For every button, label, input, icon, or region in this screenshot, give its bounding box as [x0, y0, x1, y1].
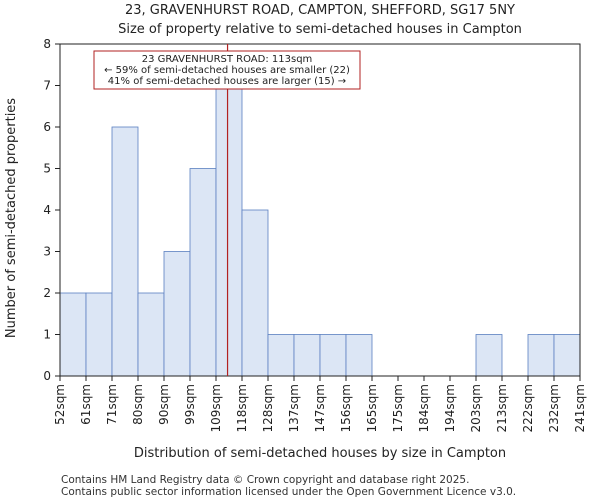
y-axis: 0 1 2 3 4 5 6 7 8	[43, 37, 60, 383]
y-tick-label: 5	[43, 162, 51, 176]
bar-80sqm	[137, 292, 165, 377]
bar-222sqm	[527, 334, 555, 377]
y-tick-label: 6	[43, 120, 51, 134]
bar-61sqm	[85, 292, 113, 377]
x-tick-label: 99sqm	[183, 384, 197, 425]
x-tick-label: 203sqm	[469, 384, 483, 432]
histogram-chart: 23, GRAVENHURST ROAD, CAMPTON, SHEFFORD,…	[4, 3, 587, 461]
footer-copyright: Contains HM Land Registry data © Crown c…	[61, 474, 470, 486]
bar-128sqm	[267, 334, 295, 377]
annotation-box	[93, 50, 361, 90]
bar-109sqm	[215, 85, 243, 377]
bar-118sqm	[241, 209, 269, 377]
axes-frame	[59, 43, 581, 377]
y-tick-label: 7	[43, 79, 51, 93]
x-tick-label: 118sqm	[235, 384, 249, 432]
x-tick-label: 165sqm	[365, 384, 379, 432]
x-tick-label: 241sqm	[573, 384, 587, 432]
x-tick-label: 213sqm	[495, 384, 509, 432]
x-tick-label: 222sqm	[521, 384, 535, 432]
y-tick-label: 3	[43, 245, 51, 259]
x-tick-label: 80sqm	[131, 384, 145, 425]
x-tick-label: 232sqm	[547, 384, 561, 432]
bar-90sqm	[163, 251, 191, 377]
y-tick-label: 0	[43, 369, 51, 383]
x-tick-label: 109sqm	[209, 384, 223, 432]
y-tick-label: 2	[43, 286, 51, 300]
y-tick-label: 4	[43, 203, 51, 217]
x-tick-label: 194sqm	[443, 384, 457, 432]
bar-232sqm	[553, 334, 581, 377]
annotation-line-1: 23 GRAVENHURST ROAD: 113sqm	[142, 54, 313, 65]
y-tick-label: 8	[43, 37, 51, 51]
x-axis-label: Distribution of semi-detached houses by …	[134, 446, 506, 461]
x-tick-label: 137sqm	[287, 384, 301, 432]
x-tick-label: 147sqm	[313, 384, 327, 432]
x-tick-label: 184sqm	[417, 384, 431, 432]
y-tick-label: 1	[43, 328, 51, 342]
chart-subtitle: Size of property relative to semi-detach…	[118, 22, 522, 37]
bar-99sqm	[189, 168, 217, 377]
bar-137sqm	[293, 334, 321, 377]
x-tick-label: 71sqm	[105, 384, 119, 425]
x-axis: 52sqm 61sqm 71sqm 80sqm 90sqm 99sqm 109sqm 118s…	[53, 376, 587, 432]
bar-203sqm	[475, 334, 503, 377]
bar-156sqm	[345, 334, 373, 377]
x-tick-label: 52sqm	[53, 384, 67, 425]
x-tick-label: 175sqm	[391, 384, 405, 432]
y-axis-label: Number of semi-detached properties	[4, 98, 19, 338]
x-tick-label: 90sqm	[157, 384, 171, 425]
annotation-line-2: ← 59% of semi-detached houses are smalle…	[104, 65, 350, 76]
annotation-line-3: 41% of semi-detached houses are larger (…	[108, 76, 346, 87]
footer-licence: Contains public sector information licen…	[61, 486, 517, 498]
chart-title: 23, GRAVENHURST ROAD, CAMPTON, SHEFFORD,…	[125, 3, 515, 18]
x-tick-label: 156sqm	[339, 384, 353, 432]
bar-52sqm	[59, 292, 87, 377]
bar-71sqm	[111, 126, 139, 377]
x-tick-label: 128sqm	[261, 384, 275, 432]
bars-group	[59, 85, 581, 377]
x-tick-label: 61sqm	[79, 384, 93, 425]
bar-147sqm	[319, 334, 347, 377]
